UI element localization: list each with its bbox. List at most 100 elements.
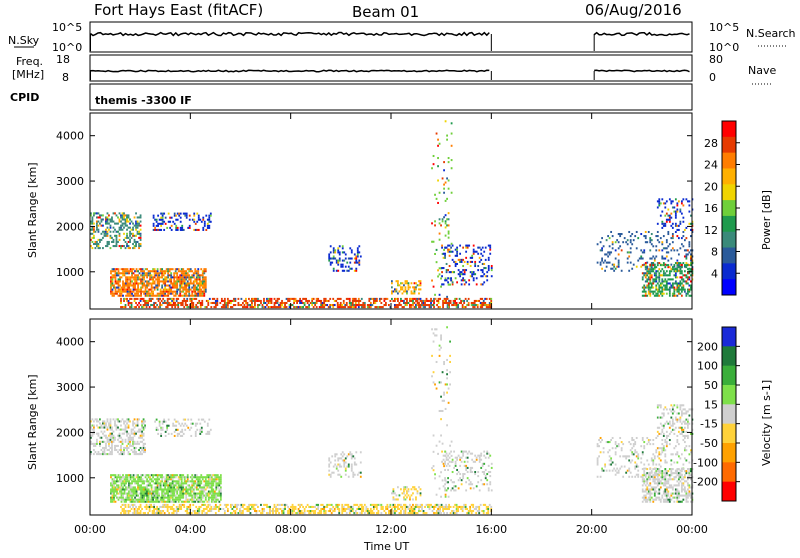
range-time-cell — [219, 508, 221, 510]
range-time-cell — [337, 470, 339, 472]
range-time-cell — [433, 304, 435, 306]
range-time-cell — [443, 283, 445, 285]
range-time-cell — [326, 506, 328, 508]
range-time-cell — [105, 445, 107, 447]
range-time-cell — [202, 217, 204, 219]
range-time-cell — [205, 497, 207, 499]
range-time-cell — [339, 464, 341, 466]
range-time-cell — [112, 291, 114, 293]
range-time-cell — [120, 247, 122, 249]
colorbar-tick-label: 24 — [704, 159, 718, 172]
range-time-cell — [455, 261, 457, 263]
nave-label: Nave — [748, 64, 776, 77]
range-time-cell — [440, 336, 442, 338]
range-time-cell — [446, 373, 448, 375]
range-time-cell — [129, 506, 131, 508]
range-time-cell — [172, 423, 174, 425]
range-time-cell — [670, 258, 672, 260]
noise-left-top-tick: 10^5 — [52, 21, 82, 34]
range-time-cell — [188, 291, 190, 293]
range-time-cell — [649, 293, 651, 295]
range-time-cell — [116, 424, 118, 426]
range-time-cell — [98, 212, 100, 214]
range-time-cell — [165, 435, 167, 437]
range-time-cell — [436, 304, 438, 306]
range-time-cell — [93, 237, 95, 239]
cpid-row: CPID themis -3300 IF — [10, 84, 692, 110]
range-time-cell — [478, 508, 480, 510]
range-time-cell — [204, 504, 206, 506]
range-time-cell — [462, 247, 464, 249]
range-time-cell — [337, 459, 339, 461]
range-time-cell — [128, 287, 130, 289]
range-time-cell — [417, 490, 419, 492]
range-time-cell — [176, 274, 178, 276]
range-time-cell — [667, 209, 669, 211]
range-time-cell — [116, 235, 118, 237]
range-time-cell — [364, 504, 366, 506]
range-time-cell — [186, 304, 188, 306]
range-time-cell — [156, 506, 158, 508]
range-time-cell — [364, 304, 366, 306]
range-time-cell — [351, 268, 353, 270]
range-time-cell — [666, 239, 668, 241]
range-time-cell — [400, 488, 402, 490]
range-time-cell — [199, 484, 201, 486]
range-time-cell — [631, 233, 633, 235]
range-time-cell — [443, 267, 445, 269]
range-time-cell — [120, 227, 122, 229]
range-time-cell — [199, 278, 201, 280]
range-time-cell — [168, 213, 170, 215]
range-time-cell — [672, 227, 674, 229]
range-time-cell — [186, 298, 188, 300]
range-time-cell — [205, 270, 207, 272]
range-time-cell — [483, 281, 485, 283]
range-time-cell — [430, 306, 432, 308]
range-time-cell — [433, 332, 435, 334]
range-time-cell — [445, 200, 447, 202]
range-time-cell — [471, 275, 473, 277]
trace-line — [594, 70, 689, 71]
range-time-cell — [110, 225, 112, 227]
range-time-cell — [266, 504, 268, 506]
range-time-cell — [133, 474, 135, 476]
range-time-cell — [323, 306, 325, 308]
range-time-cell — [122, 229, 124, 231]
range-time-cell — [468, 283, 470, 285]
range-time-cell — [474, 302, 476, 304]
range-time-cell — [360, 255, 362, 257]
range-time-cell — [661, 241, 663, 243]
range-time-cell — [642, 258, 644, 260]
range-time-cell — [352, 506, 354, 508]
range-time-cell — [323, 508, 325, 510]
range-time-cell — [134, 497, 136, 499]
range-time-cell — [135, 506, 137, 508]
range-time-cell — [408, 506, 410, 508]
range-time-cell — [148, 285, 150, 287]
range-time-cell — [141, 424, 143, 426]
range-time-cell — [166, 482, 168, 484]
colorbar-tick-label: 8 — [711, 246, 718, 259]
range-time-cell — [343, 459, 345, 461]
range-time-cell — [182, 486, 184, 488]
range-time-cell — [415, 286, 417, 288]
range-time-cell — [334, 251, 336, 253]
range-time-cell — [164, 486, 166, 488]
range-time-cell — [672, 233, 674, 235]
range-time-cell — [679, 293, 681, 295]
range-time-cell — [123, 433, 125, 435]
range-time-cell — [354, 253, 356, 255]
range-time-cell — [195, 298, 197, 300]
range-time-cell — [167, 295, 169, 297]
range-time-cell — [358, 302, 360, 304]
range-time-cell — [442, 220, 444, 222]
range-time-cell — [420, 280, 422, 282]
range-time-cell — [453, 510, 455, 512]
range-time-cell — [661, 198, 663, 200]
range-time-cell — [132, 424, 134, 426]
range-time-cell — [117, 216, 119, 218]
range-time-cell — [362, 510, 364, 512]
range-time-cell — [171, 306, 173, 308]
range-time-cell — [199, 433, 201, 435]
range-time-cell — [393, 496, 395, 498]
